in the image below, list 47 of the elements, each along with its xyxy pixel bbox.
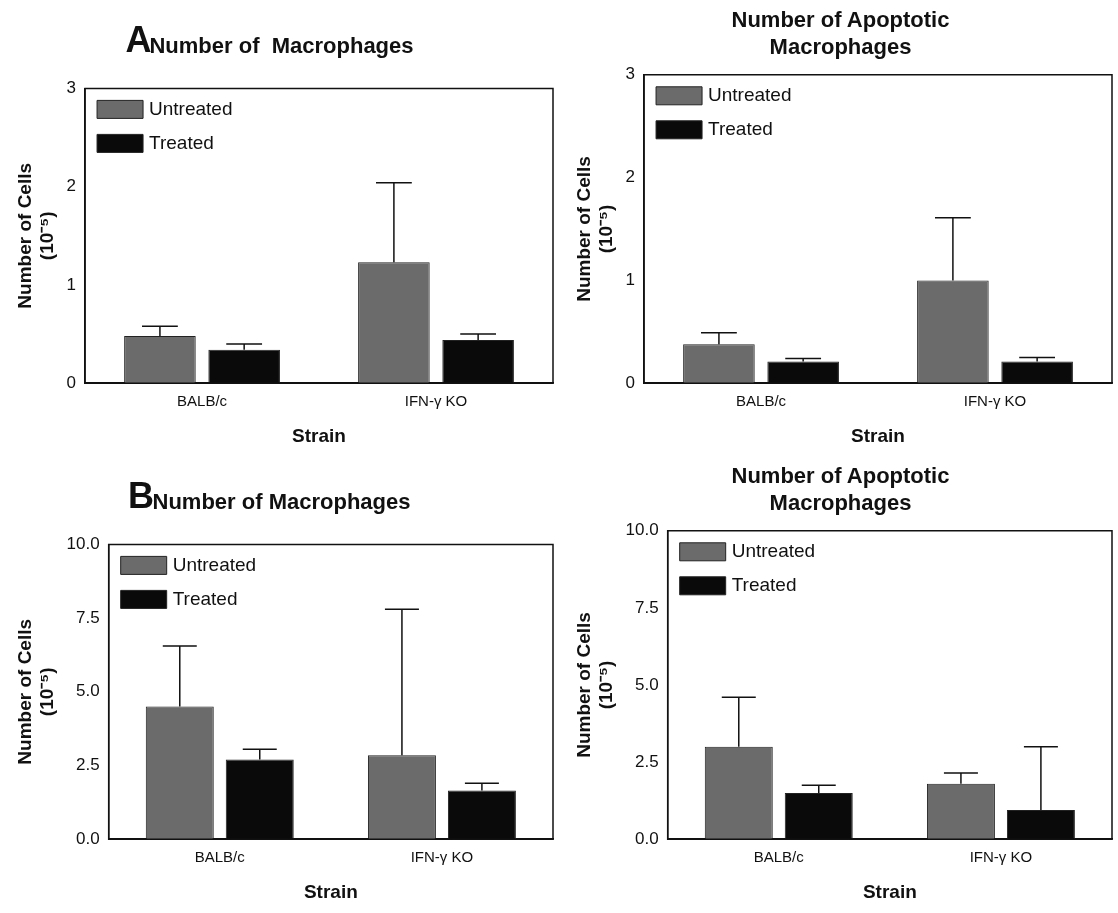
chart-title: Number of Macrophages (152, 489, 411, 515)
text: B (127, 474, 154, 516)
x-axis-title: Strain (851, 424, 905, 446)
legend-label: Treated (149, 131, 214, 153)
y-tick-label: 7.5 (76, 607, 100, 627)
x-tick-label: IFN-γ KO (969, 848, 1033, 866)
text: A (125, 18, 152, 60)
x-tick-label: BALB/c (177, 392, 228, 410)
y-tick-label: 0.0 (76, 828, 100, 848)
y-tick-label: 0 (66, 372, 77, 392)
y-tick-label: 10.0 (66, 534, 100, 554)
y-tick-label: 0.0 (635, 828, 659, 848)
y-tick-label: 1 (625, 270, 636, 290)
x-tick-label: IFN-γ KO (410, 848, 474, 866)
y-axis-title: Number of Cells (10⁻⁵) (572, 156, 617, 302)
y-tick-label: 1 (66, 274, 77, 294)
y-tick-label: 2 (625, 167, 636, 187)
y-axis-title: Number of Cells (10⁻⁵) (572, 612, 617, 758)
y-tick-label: 3 (66, 78, 77, 98)
y-tick-label: 0 (625, 372, 636, 392)
y-tick-label: 3 (625, 64, 636, 84)
x-axis-title: Strain (303, 880, 358, 902)
x-axis-title: Strain (292, 424, 346, 446)
y-tick-label: 2.5 (76, 755, 100, 775)
chart-title: Number of Apoptotic Macrophages (731, 463, 950, 515)
x-tick-label: BALB/c (194, 848, 246, 866)
y-tick-label: 7.5 (635, 597, 659, 617)
legend-label: Treated (172, 587, 238, 609)
y-tick-label: 5.0 (76, 681, 100, 701)
x-tick-label: BALB/c (753, 848, 805, 866)
y-tick-label: 2.5 (635, 751, 659, 771)
legend-label: Untreated (708, 84, 792, 106)
x-tick-label: BALB/c (736, 392, 787, 410)
legend-label: Treated (731, 574, 797, 596)
x-axis-title: Strain (862, 880, 917, 902)
y-tick-label: 2 (66, 176, 77, 196)
x-tick-label: IFN-γ KO (963, 392, 1027, 410)
legend-label: Treated (708, 118, 773, 140)
y-tick-label: 10.0 (625, 520, 659, 540)
y-axis-title: Number of Cells (10⁻⁵) (13, 162, 58, 309)
legend-label: Untreated (149, 97, 233, 119)
chart-title: Number of Apoptotic Macrophages (731, 7, 950, 59)
x-tick-label: IFN-γ KO (404, 392, 468, 410)
legend-label: Untreated (731, 540, 816, 562)
y-axis-title: Number of Cells (10⁻⁵) (13, 618, 58, 765)
legend-label: Untreated (172, 553, 257, 575)
y-tick-label: 5.0 (635, 674, 659, 694)
